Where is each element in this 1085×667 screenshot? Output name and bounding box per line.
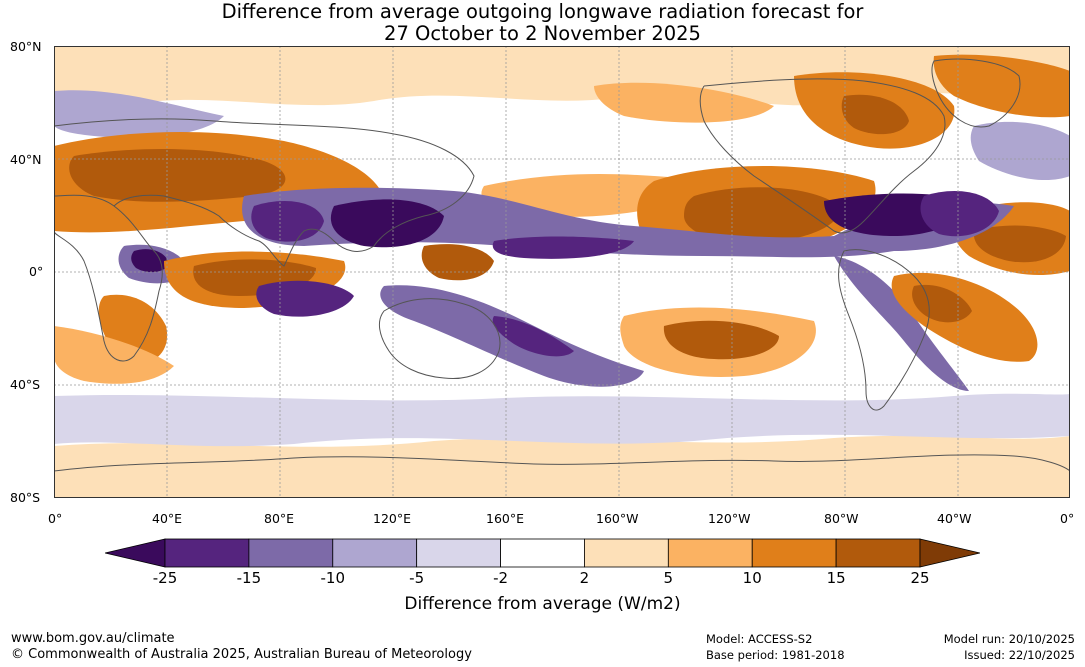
field-southern-light-purple: [54, 393, 1070, 447]
colorbar-tick-7: 10: [742, 569, 762, 587]
field-northeast-pacific-dark-orange: [684, 187, 840, 244]
field-bay-of-bengal-dark-purple: [251, 201, 324, 242]
colorbar-segment-5: [500, 538, 585, 568]
coastline-antarctica: [54, 454, 1070, 472]
coastline-africa: [54, 194, 163, 362]
colorbar-segment-9: [835, 538, 921, 568]
colorbar-tick-0: -25: [152, 569, 178, 587]
colorbar-extend-high: [919, 538, 980, 568]
coastline-greenland: [931, 58, 1021, 128]
field-southern-light-orange: [54, 435, 1070, 498]
footer-model: Model: ACCESS-S2: [706, 632, 813, 646]
field-siberia-purple: [54, 90, 224, 138]
field-indian-ocean-south-dark-purple: [256, 280, 354, 317]
colorbar-label: Difference from average (W/m2): [404, 594, 681, 614]
field-indo-pacific-purple: [242, 187, 1015, 258]
lon-label-0: 0°: [48, 511, 63, 526]
lat-label-40n: 40°N: [10, 152, 42, 167]
lon-label-160e: 160°E: [486, 511, 525, 526]
field-north-atlantic-purple: [970, 121, 1070, 181]
coastline-australia: [378, 298, 501, 380]
coastline-south-america: [838, 249, 930, 411]
lat-label-80s: 80°S: [10, 490, 41, 505]
footer-issued: Issued: 22/10/2025: [964, 648, 1075, 662]
colorbar-tick-4: -2: [493, 569, 509, 587]
colorbar-segment-4: [416, 538, 501, 568]
colorbar-tick-1: -15: [236, 569, 262, 587]
field-canada-dark-orange: [841, 94, 909, 135]
colorbar-tick-5: 2: [579, 569, 590, 587]
field-atlantic-east-dark-orange: [973, 225, 1066, 263]
field-eurasia-dark-orange: [69, 149, 286, 202]
field-north-pacific-orange: [594, 82, 774, 123]
field-south-america-purple: [834, 256, 969, 391]
map-frame: [54, 46, 1070, 498]
field-west-pacific-dark-purple: [330, 199, 444, 248]
field-central-pacific-dark-purple: [492, 236, 634, 259]
footer-model-run: Model run: 20/10/2025: [943, 632, 1075, 646]
footer-copyright: © Commonwealth of Australia 2025, Austra…: [11, 647, 472, 662]
colorbar-segment-1: [164, 538, 250, 568]
lon-label-0-right: 0°: [1060, 511, 1075, 526]
field-spcz-dark-purple: [492, 316, 574, 357]
colorbar-tick-6: 5: [663, 569, 674, 587]
coastline-north-america: [699, 78, 946, 234]
lat-label-80n: 80°N: [10, 39, 42, 54]
lon-label-160w: 160°W: [596, 511, 639, 526]
footer-base-period: Base period: 1981-2018: [706, 648, 845, 662]
lon-label-80e: 80°E: [264, 511, 295, 526]
colorbar-tick-8: 15: [826, 569, 846, 587]
lon-label-40e: 40°E: [152, 511, 183, 526]
graticule: [54, 46, 1070, 498]
lat-label-eq: 0°: [29, 264, 44, 279]
lon-label-120w: 120°W: [708, 511, 751, 526]
lon-label-80w: 80°W: [824, 511, 859, 526]
olr-anomaly-map: [54, 46, 1070, 498]
map-title-line-2: 27 October to 2 November 2025: [384, 22, 701, 45]
colorbar-tick-3: -5: [409, 569, 425, 587]
field-south-atlantic-dark-orange: [912, 284, 972, 323]
colorbar-segment-6: [584, 538, 669, 568]
map-title-line-1: Difference from average outgoing longwav…: [221, 0, 864, 23]
field-southeast-pacific-dark-orange: [663, 320, 779, 360]
footer-url[interactable]: www.bom.gov.au/climate: [11, 631, 175, 646]
field-greenland-orange: [933, 54, 1070, 118]
anomaly-fields: [54, 46, 1070, 498]
colorbar-tick-2: -10: [320, 569, 346, 587]
lon-label-40w: 40°W: [937, 511, 972, 526]
lat-label-40s: 40°S: [10, 377, 41, 392]
colorbar-segment-7: [667, 538, 753, 568]
colorbar-segment-2: [248, 538, 334, 568]
colorbar-extend-low: [105, 538, 166, 568]
lon-label-120e: 120°E: [373, 511, 412, 526]
field-maritime-continent-dark-orange: [421, 244, 494, 281]
colorbar-segment-8: [751, 538, 837, 568]
colorbar-tick-9: 25: [910, 569, 930, 587]
field-east-africa-dark-purple: [131, 249, 169, 273]
coastlines: [54, 58, 1070, 472]
coastline-eurasia: [54, 118, 475, 267]
colorbar-segment-3: [332, 538, 418, 568]
field-atlantic-dark-purple: [920, 191, 999, 237]
colorbar: [105, 538, 980, 568]
field-australia-orange: [54, 326, 174, 384]
